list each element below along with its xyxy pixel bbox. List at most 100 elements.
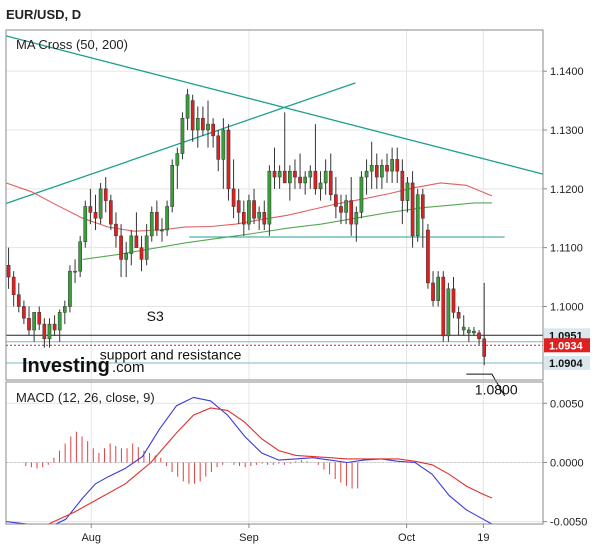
- candle-body: [160, 229, 164, 232]
- candle: [155, 200, 159, 236]
- candle-body: [339, 206, 343, 213]
- candle: [68, 265, 72, 313]
- candle: [451, 277, 456, 319]
- candle-body: [190, 100, 195, 131]
- candle-body: [11, 276, 16, 295]
- candle: [185, 88, 190, 130]
- candle-body: [323, 170, 328, 184]
- candle: [482, 282, 487, 366]
- candle-body: [6, 265, 11, 278]
- price-y-axis: 1.1400 1.1300 1.1200 1.1100 1.1000: [543, 66, 584, 313]
- trendline: [5, 35, 544, 175]
- candle-body: [400, 170, 405, 201]
- candle-body: [247, 200, 251, 225]
- candle-body: [272, 170, 277, 178]
- candle: [354, 206, 359, 242]
- candle: [400, 159, 405, 225]
- candle-body: [451, 288, 456, 313]
- candle-body: [277, 170, 282, 178]
- price-tick-label: 1.1100: [550, 243, 583, 255]
- candle-body: [349, 200, 354, 225]
- candle: [16, 282, 21, 313]
- x-tick-label: 19: [477, 532, 489, 544]
- price-tick-label: 1.1300: [550, 125, 584, 137]
- candle: [369, 141, 374, 189]
- candle-body: [109, 200, 113, 225]
- candle-body: [47, 323, 52, 340]
- price-annotation: S3: [147, 308, 164, 324]
- candle: [308, 165, 313, 189]
- candle: [385, 153, 389, 183]
- candle: [170, 159, 175, 213]
- candle: [272, 147, 277, 189]
- candle: [364, 159, 369, 195]
- candle: [216, 130, 221, 172]
- candle: [201, 106, 205, 136]
- candle: [262, 200, 267, 230]
- candle: [134, 212, 139, 248]
- candle-body: [201, 117, 205, 131]
- candle: [339, 194, 343, 225]
- candle-body: [180, 117, 185, 154]
- candlestick-series: [6, 88, 487, 366]
- candle-body: [134, 235, 139, 248]
- candle: [395, 147, 400, 183]
- candle: [52, 315, 57, 336]
- candle: [282, 112, 287, 184]
- candle-body: [231, 188, 236, 207]
- candle-body: [149, 212, 154, 237]
- candle: [436, 271, 440, 307]
- candle-body: [441, 276, 446, 337]
- candle-body: [78, 241, 82, 272]
- candle: [426, 224, 430, 289]
- macd-tick-label: 0.0000: [550, 457, 584, 469]
- candle-body: [88, 206, 93, 213]
- price-tag-label: 1.0934: [549, 340, 584, 352]
- macd-line: [6, 396, 493, 524]
- candle-body: [431, 282, 435, 301]
- candle: [103, 177, 108, 213]
- candle-body: [328, 170, 333, 195]
- candle: [175, 147, 180, 189]
- candle: [149, 206, 154, 242]
- candle: [11, 271, 16, 307]
- candle-body: [344, 200, 348, 213]
- candle-body: [359, 176, 364, 213]
- candle: [144, 224, 149, 266]
- candle-body: [32, 312, 36, 331]
- candle: [461, 315, 466, 336]
- annotation-pointer: [466, 373, 506, 397]
- candle: [57, 309, 62, 342]
- candle-body: [155, 212, 159, 231]
- candle: [129, 230, 134, 266]
- candle-body: [426, 229, 430, 284]
- candle-body: [313, 170, 318, 190]
- candle: [83, 200, 88, 248]
- candle: [236, 188, 241, 225]
- candle: [328, 153, 333, 201]
- candle: [257, 206, 261, 230]
- candle: [334, 177, 338, 219]
- candle: [410, 171, 415, 248]
- candle-body: [364, 170, 369, 178]
- candle-body: [385, 165, 389, 172]
- x-axis: Aug Sep Oct 19: [81, 524, 489, 544]
- candle: [277, 165, 282, 189]
- candle: [380, 159, 384, 189]
- candle-body: [16, 294, 21, 307]
- candle: [374, 153, 379, 189]
- candle-body: [293, 170, 297, 178]
- candle-body: [195, 117, 200, 131]
- candle-body: [334, 194, 338, 207]
- candle: [47, 318, 52, 348]
- candle-body: [170, 165, 175, 207]
- candle-body: [129, 235, 134, 254]
- candle-body: [114, 223, 118, 237]
- price-annotation: support and resistance: [100, 346, 242, 362]
- candle: [477, 330, 481, 345]
- candle: [323, 159, 328, 195]
- candle: [231, 159, 236, 219]
- candle: [344, 194, 348, 225]
